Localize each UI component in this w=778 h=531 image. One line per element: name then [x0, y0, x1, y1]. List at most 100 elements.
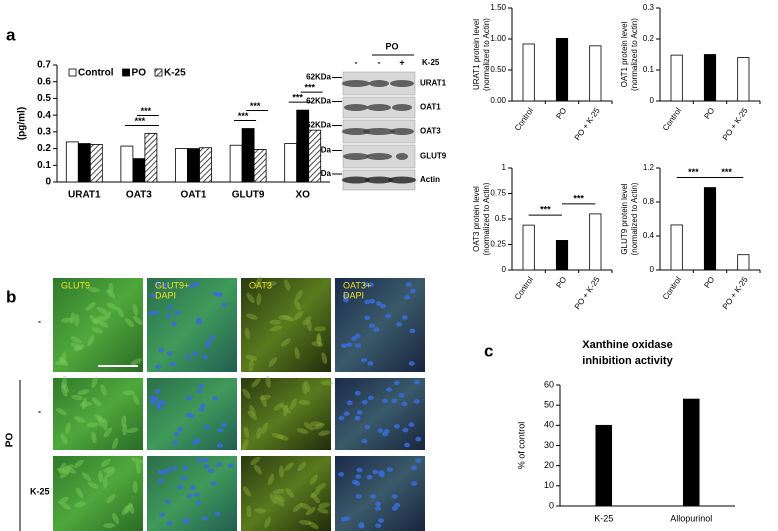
nucleus [343, 297, 350, 303]
blot-protein: GLUT9 [420, 152, 447, 161]
legend-swatch [122, 68, 130, 77]
nucleus [342, 293, 349, 299]
nucleus [409, 328, 416, 334]
bar [555, 240, 569, 271]
nucleus [221, 422, 228, 428]
cell [246, 313, 258, 320]
cell [97, 415, 104, 427]
nucleus [411, 481, 418, 486]
nucleus [366, 474, 373, 480]
cell [280, 404, 291, 414]
cell [105, 289, 116, 299]
image-label: OAT3+ [343, 280, 371, 290]
bar [229, 144, 243, 183]
legend-label: K-25 [164, 68, 186, 79]
cell [131, 457, 144, 464]
blot-protein: URAT1 [420, 79, 447, 88]
nucleus [177, 484, 184, 490]
nucleus [161, 282, 168, 288]
y-axis-label: (pg/ml) [17, 107, 28, 140]
cell [92, 316, 104, 324]
x-tick-label: K-25 [594, 513, 613, 523]
micrograph [147, 456, 237, 531]
nucleus [196, 388, 203, 394]
nucleus [196, 457, 203, 463]
chart-title: inhibition activity [582, 355, 673, 367]
nucleus [210, 481, 217, 486]
cell [256, 293, 262, 306]
nucleus [375, 506, 382, 511]
cell [273, 402, 284, 411]
cell [60, 317, 73, 323]
nucleus [355, 494, 362, 499]
cell [255, 276, 262, 288]
blot-band [365, 176, 393, 184]
nucleus [367, 395, 374, 401]
x-tick-label: Control [661, 106, 683, 132]
nucleus [185, 412, 192, 418]
cell [91, 397, 102, 407]
nucleus [183, 519, 190, 524]
cell [55, 408, 67, 416]
cell [297, 461, 307, 472]
cell [305, 507, 316, 516]
image-label: GLUT9 [61, 280, 90, 290]
cell [69, 312, 76, 324]
blot-band [369, 80, 389, 87]
cell [130, 358, 142, 366]
nucleus [149, 399, 156, 405]
cell [313, 422, 325, 430]
y-tick-label: 0 [650, 265, 655, 274]
y-axis-label: GLUT9 protein level [620, 183, 629, 254]
micrograph [53, 378, 143, 450]
cell [128, 502, 135, 515]
y-tick-label: 60 [544, 379, 554, 389]
bar [555, 37, 569, 102]
nucleus [415, 436, 422, 442]
row-label: K-25 [30, 486, 50, 496]
cell [122, 390, 135, 396]
significance-label: *** [292, 93, 303, 103]
nucleus [396, 322, 403, 327]
nucleus [363, 282, 370, 287]
cell [283, 404, 289, 417]
nucleus [212, 396, 219, 401]
cell [91, 431, 97, 444]
row-label: - [38, 316, 41, 326]
x-tick-label: PO [554, 275, 568, 290]
nucleus [367, 361, 374, 366]
nucleus [209, 334, 216, 340]
y-tick-label: 0.00 [490, 96, 506, 105]
nucleus [408, 361, 415, 366]
nucleus [377, 428, 384, 433]
nucleus [409, 288, 416, 294]
cell [87, 287, 100, 293]
nucleus [393, 380, 400, 386]
y-tick-label: 0 [549, 500, 554, 510]
nucleus [368, 323, 375, 329]
nucleus [164, 499, 171, 504]
bar [296, 109, 310, 183]
nucleus [155, 364, 162, 370]
cell [284, 462, 294, 471]
nucleus [404, 295, 411, 300]
blot-band [342, 128, 370, 135]
y-axis-label: OAT1 protein level [620, 21, 629, 87]
cell [133, 315, 143, 325]
cell [77, 389, 90, 396]
cell [74, 501, 86, 508]
bar [595, 424, 613, 507]
nucleus [148, 310, 155, 316]
x-tick-label: OAT3 [126, 190, 152, 201]
blot-group-label: PO [385, 41, 398, 51]
cell [311, 341, 324, 347]
nucleus [393, 424, 400, 429]
micrograph [241, 378, 331, 450]
blot-band [388, 176, 416, 184]
x-tick-label: PO [702, 275, 716, 290]
cell [320, 380, 333, 386]
y-tick-label: 0 [45, 177, 51, 188]
y-tick-label: 0.1 [643, 65, 655, 74]
y-tick-label: 0.4 [37, 110, 51, 121]
cell [124, 503, 133, 514]
